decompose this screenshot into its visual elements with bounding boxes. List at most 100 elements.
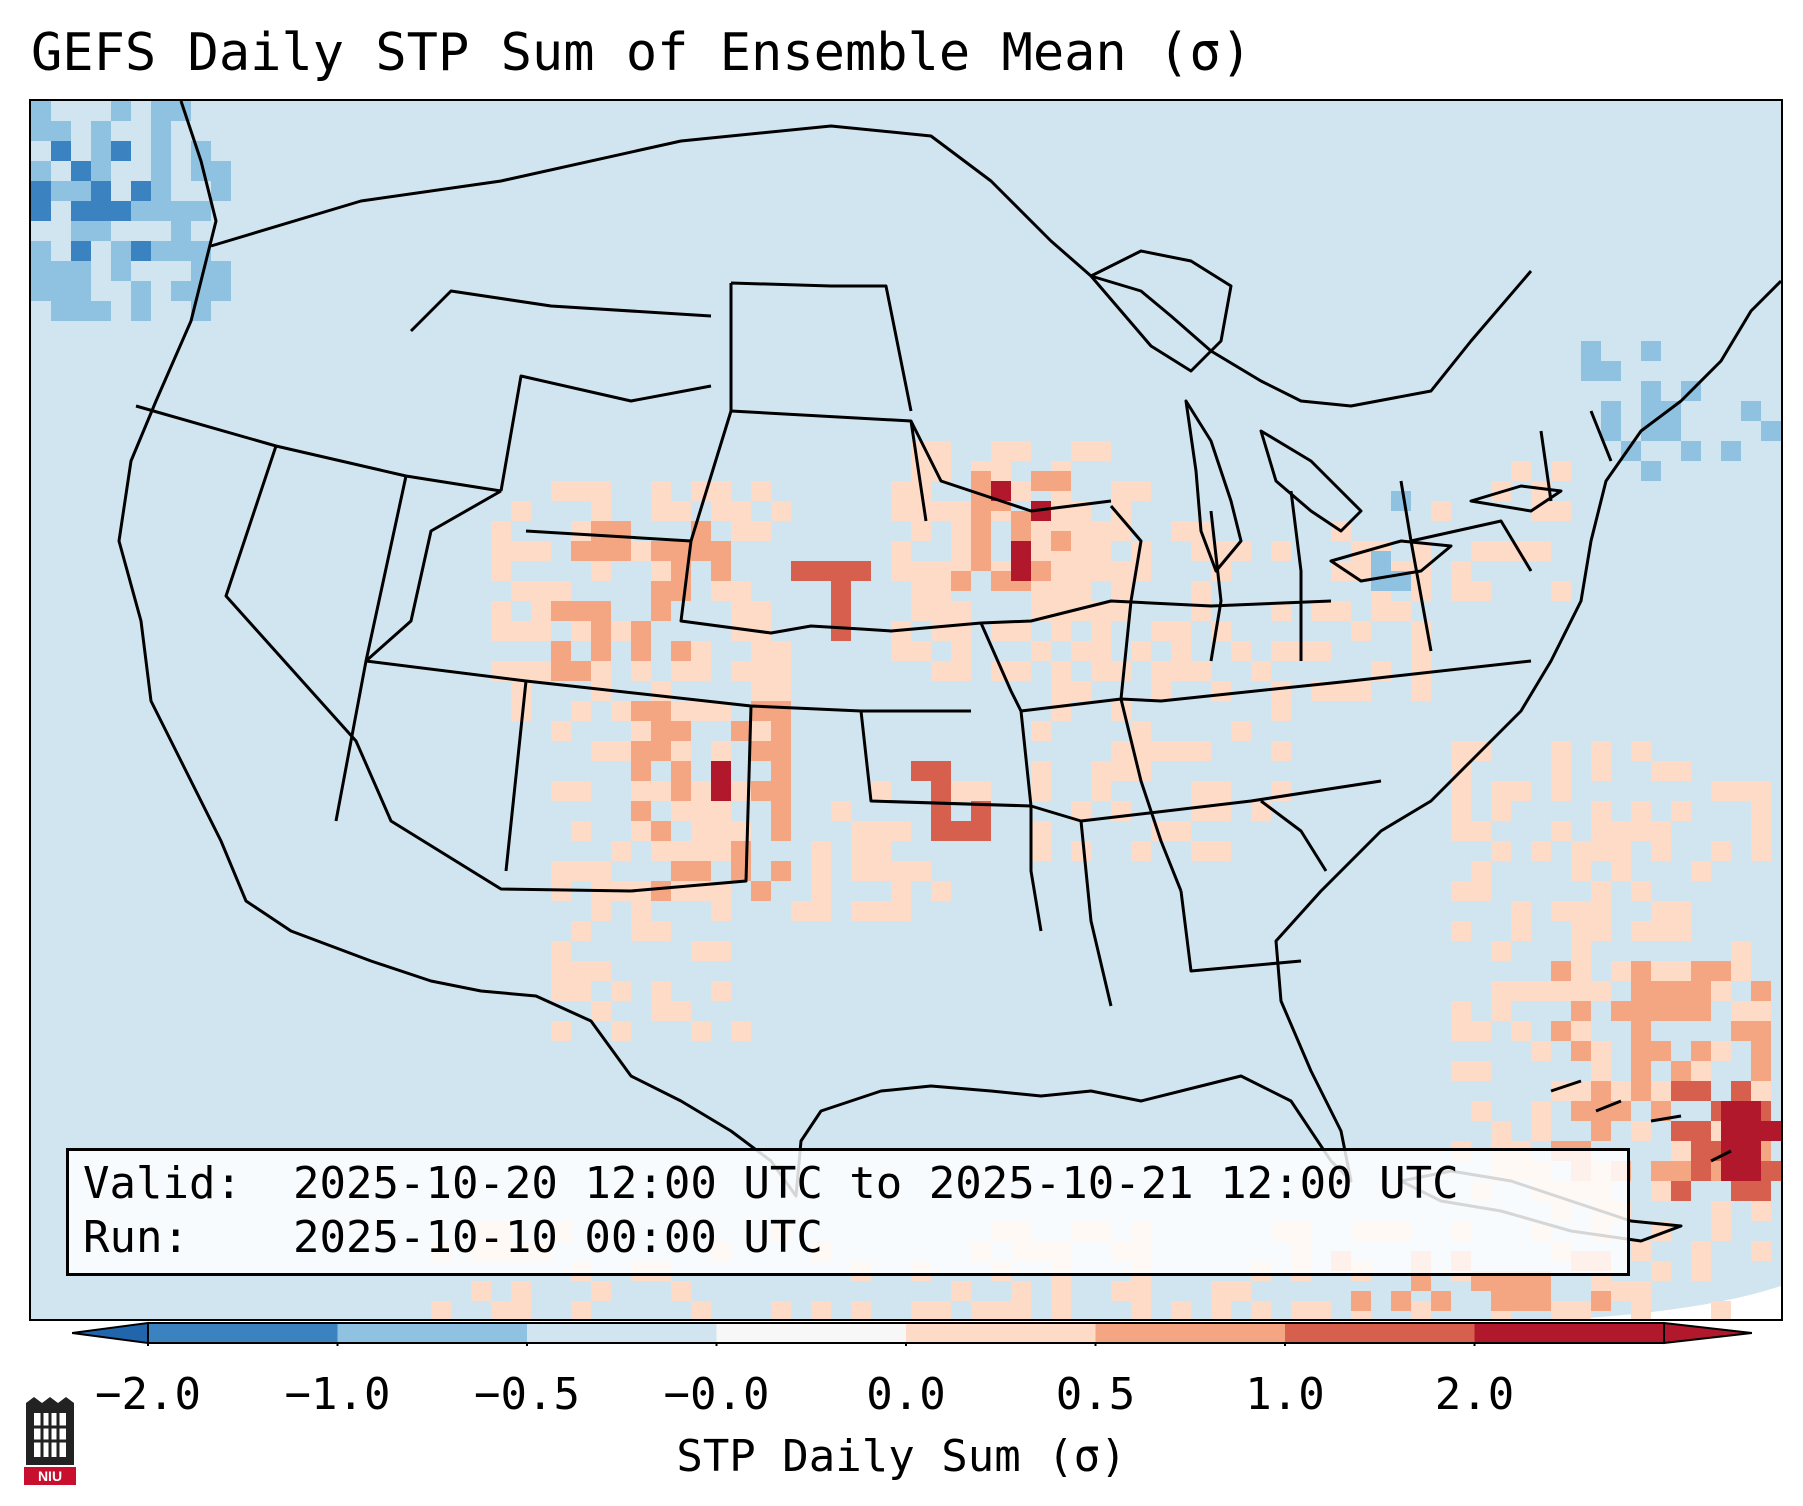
niu-logo: NIU [24, 1397, 76, 1485]
stp-cell [1411, 541, 1431, 561]
stp-cell [1571, 1081, 1591, 1101]
run-line: Run: 2025-10-10 00:00 UTC [83, 1211, 1613, 1265]
stp-cell [931, 581, 951, 601]
stp-cell [1591, 921, 1611, 941]
stp-cell [1051, 1281, 1071, 1301]
stp-cell [831, 801, 851, 821]
stp-cell [691, 541, 711, 561]
stp-cell [31, 181, 51, 201]
stp-cell [1011, 621, 1031, 641]
stp-cell [1271, 541, 1291, 561]
stp-cell [651, 841, 671, 861]
stp-cell [1591, 1061, 1611, 1081]
stp-cell [1651, 841, 1671, 861]
stp-cell [1311, 641, 1331, 661]
valid-run-box: Valid: 2025-10-20 12:00 UTC to 2025-10-21… [66, 1148, 1630, 1276]
stp-cell [1031, 761, 1051, 781]
stp-cell [1591, 981, 1611, 1001]
stp-cell [911, 521, 931, 541]
stp-cell [1671, 1141, 1691, 1161]
stp-cell [931, 761, 951, 781]
stp-cell [1711, 781, 1731, 801]
stp-cell [1651, 761, 1671, 781]
stp-cell [1531, 981, 1551, 1001]
stp-cell [1761, 1121, 1781, 1141]
stp-cell [811, 901, 831, 921]
stp-cell [1451, 881, 1471, 901]
stp-cell [71, 221, 91, 241]
stp-cell [651, 541, 671, 561]
stp-cell [111, 141, 131, 161]
stp-cell [611, 541, 631, 561]
map-panel [29, 99, 1783, 1321]
stp-cell [951, 501, 971, 521]
stp-cell [771, 861, 791, 881]
stp-cell [1131, 541, 1151, 561]
stp-cell [551, 721, 571, 741]
stp-cell [1631, 1001, 1651, 1021]
stp-cell [891, 541, 911, 561]
stp-cell [1591, 881, 1611, 901]
colorbar [72, 1321, 1752, 1346]
stp-cell [1171, 821, 1191, 841]
stp-cell [1511, 1271, 1531, 1291]
stp-cell [1191, 801, 1211, 821]
stp-cell [1011, 481, 1031, 501]
stp-cell [531, 541, 551, 561]
stp-cell [31, 201, 51, 221]
stp-cell [1251, 661, 1271, 681]
stp-cell [651, 821, 671, 841]
stp-cell [691, 861, 711, 881]
bahamas [1550, 1079, 1732, 1163]
stp-cell [951, 641, 971, 661]
stp-cell [1591, 761, 1611, 781]
stp-cell [931, 561, 951, 581]
stp-cell [651, 721, 671, 741]
stp-cell [1011, 561, 1031, 581]
stp-cell [1671, 1181, 1691, 1201]
stp-cell [771, 741, 791, 761]
stp-cell [1551, 741, 1571, 761]
stp-cell [1651, 961, 1671, 981]
stp-cell [1091, 541, 1111, 561]
stp-cell [1331, 681, 1351, 701]
stp-cell [531, 601, 551, 621]
stp-cell [1171, 521, 1191, 541]
stp-cell [911, 501, 931, 521]
stp-cell [1641, 461, 1661, 481]
stp-cell [1051, 621, 1071, 641]
stp-cell [1531, 1121, 1551, 1141]
stp-cell [1071, 841, 1091, 861]
stp-cell [671, 541, 691, 561]
stp-cell [571, 481, 591, 501]
colorbar-tick-label: 2.0 [1434, 1369, 1515, 1420]
stp-cell [591, 901, 611, 921]
stp-cell [1051, 471, 1071, 491]
stp-cell [931, 441, 951, 461]
stp-cell [71, 181, 91, 201]
stp-cell [1051, 681, 1071, 701]
stp-cell [1471, 821, 1491, 841]
stp-cell [431, 1301, 451, 1319]
stp-cell [1451, 1021, 1471, 1041]
stp-cell [1511, 921, 1531, 941]
stp-cell [851, 561, 871, 581]
stp-cell [1651, 981, 1671, 1001]
stp-cell [611, 981, 631, 1001]
stp-cell [31, 161, 51, 181]
stp-cell [1711, 981, 1731, 1001]
stp-cell [1711, 961, 1731, 981]
stp-cell [1291, 1301, 1311, 1319]
stp-cell [31, 121, 51, 141]
stp-cell [1711, 841, 1731, 861]
stp-cell [151, 241, 171, 261]
colorbar-label: STP Daily Sum (σ) [676, 1431, 1127, 1482]
stp-cell [1071, 561, 1091, 581]
stp-cell [1011, 1301, 1031, 1319]
stp-cell [591, 481, 611, 501]
stp-cell [671, 1001, 691, 1021]
stp-cell [671, 861, 691, 881]
stp-cell [1091, 521, 1111, 541]
stp-cell [551, 961, 571, 981]
stp-cell [151, 101, 171, 121]
